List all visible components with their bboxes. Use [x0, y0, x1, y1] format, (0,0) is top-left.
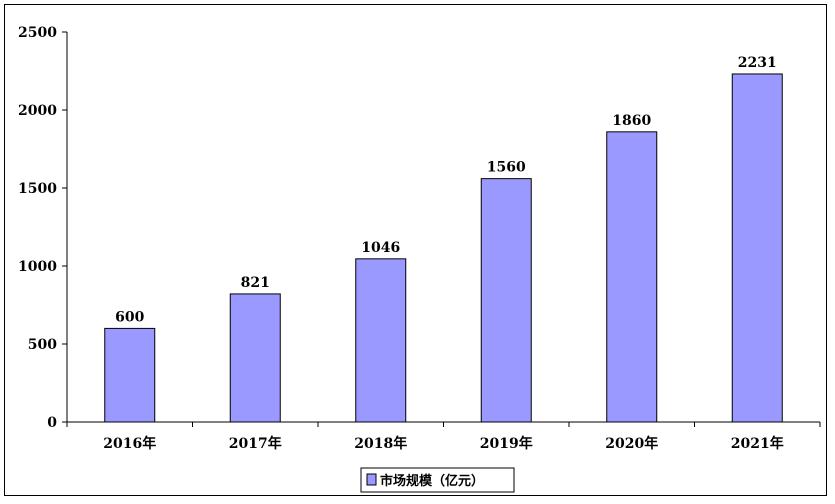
legend-label: 市场规模（亿元） — [380, 473, 484, 489]
bar — [104, 327, 156, 423]
x-tick-label: 2020年 — [605, 435, 658, 452]
bar — [480, 178, 532, 423]
x-tick-label: 2018年 — [354, 435, 407, 452]
x-tick-label: 2019年 — [480, 435, 533, 452]
data-label: 1046 — [361, 240, 400, 256]
data-labels: 600 821 1046 1560 1860 2231 — [115, 55, 777, 325]
x-tick-label: 2016年 — [103, 435, 156, 452]
y-axis: 0 500 1000 1500 2000 2500 — [18, 25, 68, 431]
bar — [731, 73, 783, 423]
y-tick-label: 2500 — [18, 25, 57, 41]
data-label: 1860 — [612, 113, 651, 129]
y-tick-label: 500 — [28, 337, 57, 353]
legend: 市场规模（亿元） — [360, 467, 515, 493]
legend-swatch — [366, 473, 377, 486]
data-label: 821 — [241, 275, 270, 291]
y-tick-label: 1000 — [18, 259, 57, 275]
x-tick-label: 2017年 — [229, 435, 282, 452]
y-tick-label: 1500 — [18, 181, 57, 197]
bar — [355, 258, 407, 423]
y-tick-label: 0 — [47, 415, 57, 431]
data-label: 600 — [115, 309, 144, 325]
x-tick-label: 2021年 — [731, 435, 784, 452]
legend-box — [360, 467, 515, 493]
bar — [229, 293, 281, 423]
x-axis: 2016年 2017年 2018年 2019年 2020年 2021年 — [66, 421, 821, 452]
data-label: 1560 — [487, 160, 526, 176]
bar — [606, 131, 658, 423]
y-tick-label: 2000 — [18, 103, 57, 119]
data-label: 2231 — [738, 55, 777, 71]
bars — [104, 73, 783, 423]
